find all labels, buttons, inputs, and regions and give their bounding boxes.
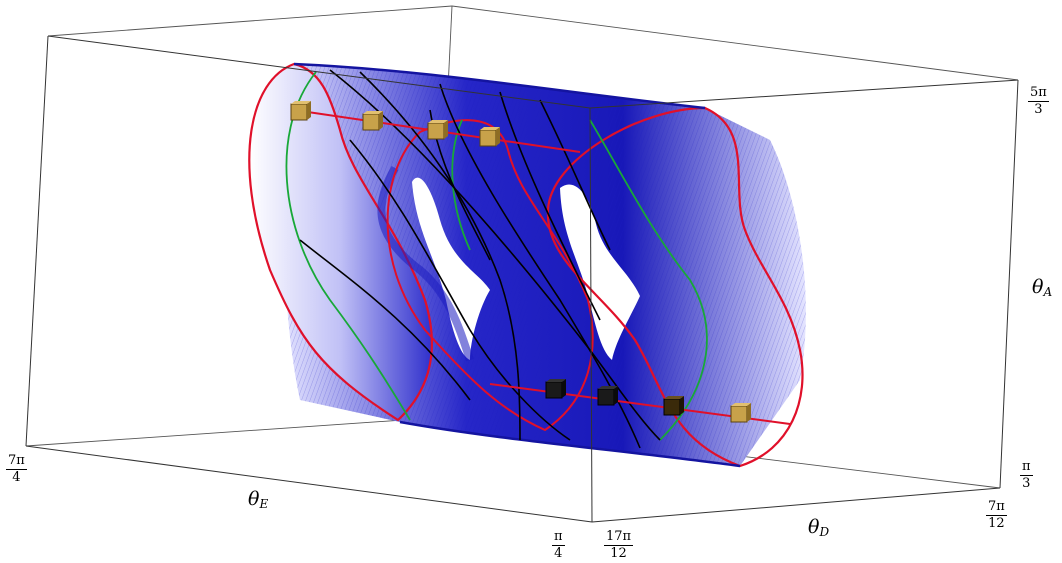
marker-cube (730, 403, 751, 423)
green-curve-right (589, 119, 708, 441)
theta-d-tick-left: 17π 12 (604, 529, 634, 561)
tube-bottom-rim (399, 420, 741, 468)
tube-left-cap (248, 62, 433, 422)
tube-surface (248, 62, 806, 468)
theta-a-tick-top: 5π 3 (1028, 85, 1049, 117)
theta-a-tick-bottom: π 3 (1020, 459, 1033, 491)
theta-e-tick-left: 7π 4 (6, 453, 27, 485)
markers (290, 101, 751, 423)
marker-cube (427, 120, 448, 140)
theta-e-tick-right: π 4 (552, 529, 565, 561)
green-curve-left (285, 71, 411, 421)
axis-label-theta-d: θD (808, 516, 830, 539)
tube-right-cap (546, 106, 804, 468)
bounding-box-front (25, 35, 1019, 523)
axis-label-theta-a: θA (1032, 276, 1053, 299)
marker-cube (362, 111, 383, 131)
tube-hole-right (560, 184, 640, 360)
axis-label-theta-e: θE (248, 488, 269, 511)
marker-cube (479, 127, 500, 147)
marker-cube (597, 386, 618, 406)
marker-cube (545, 379, 566, 399)
marker-cube (290, 101, 311, 121)
tube-hole-left (412, 177, 490, 360)
theta-d-tick-right: 7π 12 (986, 499, 1007, 531)
marker-cube (663, 396, 684, 416)
tube-mid-section (386, 119, 594, 432)
tube-top-rim (293, 62, 706, 110)
